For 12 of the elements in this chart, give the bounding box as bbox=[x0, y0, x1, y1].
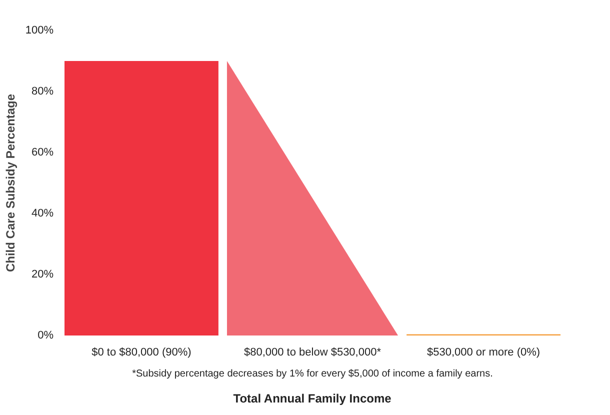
y-tick-label: 20% bbox=[31, 268, 54, 280]
text: *Subsidy percentage decreases by 1% for every $5,000 of income a family earns. bbox=[132, 368, 493, 380]
x-tick-label: $0 to $80,000 (90%) bbox=[92, 346, 192, 358]
x-axis-title: Total Annual Family Income bbox=[233, 392, 392, 406]
y-axis-title: Child Care Subsidy Percentage bbox=[3, 94, 18, 272]
x-tick-label: $80,000 to below $530,000* bbox=[244, 346, 382, 358]
y-tick-label: 60% bbox=[31, 146, 54, 158]
x-tick-label: $530,000 or more (0%) bbox=[426, 346, 540, 358]
y-tick-label: 80% bbox=[31, 86, 54, 98]
y-tick-label: 0% bbox=[38, 330, 54, 342]
y-tick-label: 40% bbox=[31, 208, 54, 220]
y-tick-label: 100% bbox=[25, 24, 54, 36]
